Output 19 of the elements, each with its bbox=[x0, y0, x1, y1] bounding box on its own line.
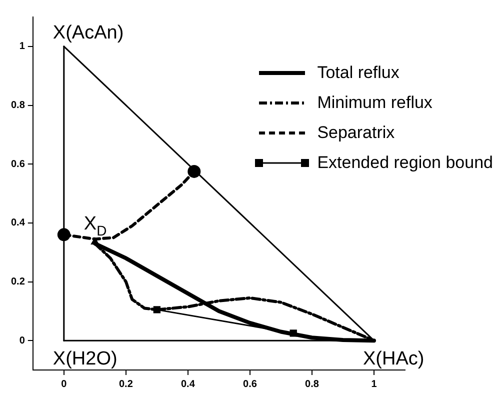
x-tick-label: 0 bbox=[61, 378, 68, 390]
legend-label: Total reflux bbox=[317, 63, 400, 83]
y-tick-label: 0.2 bbox=[10, 276, 26, 288]
x-tick-label: 0.8 bbox=[305, 378, 320, 390]
legend-label: Extended region bound bbox=[317, 153, 493, 173]
y-tick-label: 0.8 bbox=[10, 100, 26, 111]
y-tick-label: 1 bbox=[19, 41, 26, 52]
legend-label: Separatrix bbox=[317, 123, 395, 143]
y-tick-label: 0 bbox=[19, 335, 26, 346]
annotation: X(H2O) bbox=[52, 348, 118, 370]
y-tick-label: 0.6 bbox=[10, 158, 26, 170]
x-tick-label: 0.2 bbox=[118, 378, 134, 390]
annotation: X(AcAn) bbox=[52, 22, 124, 44]
annotation: X(HAc) bbox=[362, 348, 424, 370]
x-tick-label: 1 bbox=[371, 378, 378, 390]
x-tick-label: 0.6 bbox=[243, 378, 258, 390]
legend-label: Minimum reflux bbox=[317, 93, 432, 113]
x-tick-label: 0.4 bbox=[180, 378, 196, 390]
y-tick-label: 0.4 bbox=[10, 218, 26, 229]
